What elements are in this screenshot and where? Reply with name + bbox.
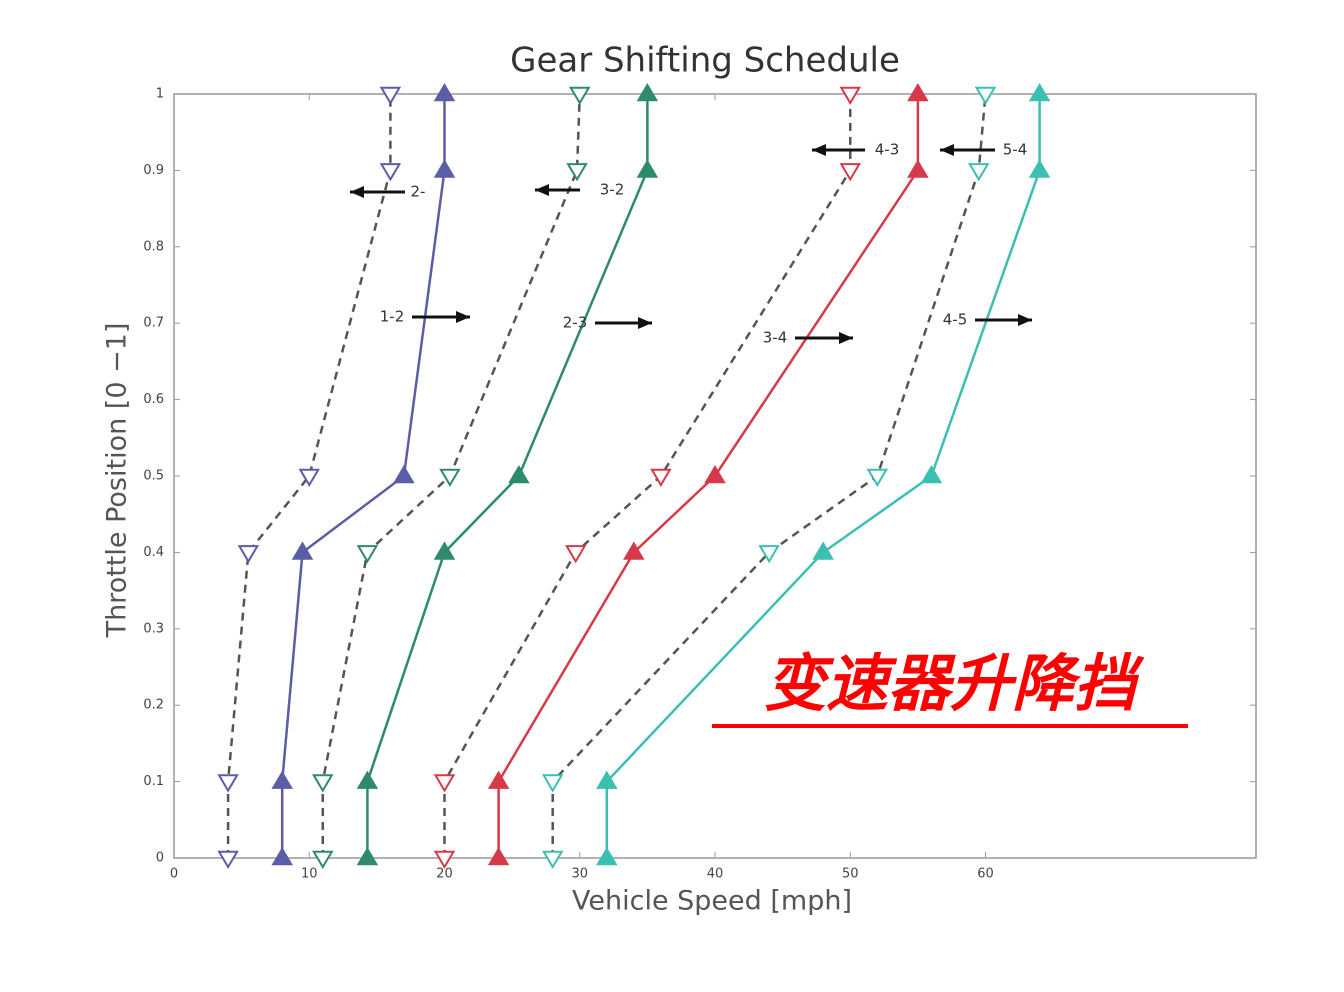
marker xyxy=(508,465,530,484)
marker xyxy=(636,83,659,102)
marker xyxy=(433,83,456,102)
x-tick-label: 40 xyxy=(707,867,724,882)
x-tick-label: 30 xyxy=(571,867,588,882)
marker xyxy=(569,86,591,105)
marker xyxy=(312,850,334,869)
arrow-head xyxy=(350,186,364,198)
marker xyxy=(439,468,461,487)
marker xyxy=(758,545,780,564)
x-tick-label: 20 xyxy=(436,867,453,882)
marker xyxy=(298,468,320,487)
annotation: 2- xyxy=(411,183,426,201)
marker xyxy=(433,541,456,560)
arrow-head xyxy=(1018,314,1032,326)
arrow-head xyxy=(535,184,549,196)
arrow-head xyxy=(812,144,826,156)
y-tick-label: 0.8 xyxy=(143,239,164,254)
marker xyxy=(596,770,618,789)
marker xyxy=(839,86,861,105)
y-tick-label: 0.5 xyxy=(143,469,164,484)
marker xyxy=(356,770,379,789)
marker xyxy=(433,774,456,793)
x-tick-label: 10 xyxy=(301,867,318,882)
marker xyxy=(704,465,726,484)
annotation: 4-3 xyxy=(875,141,900,159)
marker xyxy=(1028,83,1051,102)
annotation: 3-4 xyxy=(763,329,788,347)
series-line xyxy=(321,93,581,858)
marker xyxy=(967,163,990,182)
marker xyxy=(596,847,618,866)
series-line xyxy=(443,94,852,858)
x-axis-label: Vehicle Speed [mph] xyxy=(572,886,852,917)
marker xyxy=(291,541,314,560)
marker xyxy=(393,465,415,484)
annotation: 3-2 xyxy=(600,181,625,199)
annotation: 4-5 xyxy=(943,311,968,329)
marker xyxy=(623,541,645,560)
y-tick-label: 0.7 xyxy=(143,316,164,331)
marker xyxy=(433,159,456,178)
marker xyxy=(379,163,402,182)
marker xyxy=(1028,159,1051,178)
marker xyxy=(636,159,659,178)
series-line xyxy=(226,94,392,858)
marker xyxy=(564,545,587,564)
marker xyxy=(839,163,861,182)
marker xyxy=(271,847,293,866)
marker xyxy=(650,468,672,487)
series-line xyxy=(280,94,446,858)
arrow-head xyxy=(839,332,853,344)
y-tick-label: 0 xyxy=(156,851,164,866)
x-tick-label: 50 xyxy=(842,867,859,882)
y-tick-label: 1 xyxy=(156,87,164,102)
x-tick-label: 60 xyxy=(977,867,994,882)
arrow-head xyxy=(638,317,652,329)
marker xyxy=(812,541,834,560)
y-tick-label: 0.4 xyxy=(143,545,164,560)
arrow-head xyxy=(940,144,954,156)
marker xyxy=(356,545,379,564)
y-tick-label: 0.1 xyxy=(143,774,164,789)
arrow-head xyxy=(456,311,470,323)
marker xyxy=(907,159,929,178)
marker xyxy=(907,83,929,102)
series-line xyxy=(551,93,987,858)
marker xyxy=(541,850,564,869)
y-tick-label: 0.3 xyxy=(143,621,164,636)
marker xyxy=(920,465,943,484)
marker xyxy=(312,774,334,793)
marker xyxy=(866,468,889,487)
marker xyxy=(379,86,402,105)
marker xyxy=(217,850,239,869)
marker xyxy=(974,86,997,105)
series-line xyxy=(366,94,649,858)
marker xyxy=(487,770,510,789)
marker xyxy=(356,847,379,866)
marker xyxy=(566,163,588,182)
series-line xyxy=(605,94,1041,858)
marker xyxy=(487,847,510,866)
marker xyxy=(541,774,564,793)
marker xyxy=(271,770,293,789)
y-tick-label: 0.2 xyxy=(143,698,164,713)
marker xyxy=(237,545,260,564)
annotation: 5-4 xyxy=(1003,141,1028,159)
y-tick-label: 0.6 xyxy=(143,392,164,407)
chart-title: Gear Shifting Schedule xyxy=(510,41,900,81)
annotation: 2-3 xyxy=(563,314,588,332)
annotation: 1-2 xyxy=(380,308,405,326)
y-tick-label: 0.9 xyxy=(143,163,164,178)
marker xyxy=(433,850,456,869)
overlay-text: 变速器升降挡 xyxy=(764,647,1145,720)
y-axis-label: Throttle Position [0 −1] xyxy=(102,323,133,639)
marker xyxy=(217,774,239,793)
series-line xyxy=(497,94,920,858)
x-tick-label: 0 xyxy=(170,867,178,882)
